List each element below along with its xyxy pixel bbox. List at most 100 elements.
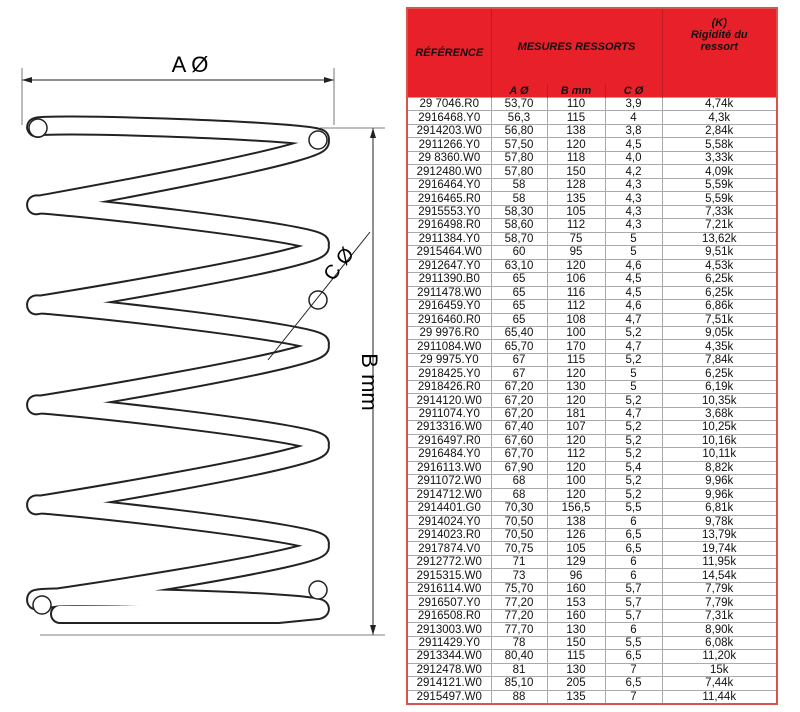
cell-b-length: 95 [546, 245, 606, 260]
cell-a-diameter: 68 [490, 474, 548, 489]
cell-c-diameter: 6,5 [604, 541, 663, 556]
table-row: 2916508.R0 77,20 160 5,7 7,31k [406, 608, 778, 624]
wire-section-circle [308, 130, 328, 150]
cell-reference: 2913316.W0 [406, 420, 492, 435]
cell-a-diameter: 58 [490, 177, 548, 193]
cell-stiffness: 15k [661, 662, 778, 678]
cell-b-length: 130 [546, 379, 606, 395]
cell-a-diameter: 81 [490, 662, 548, 678]
cell-a-diameter: 71 [490, 554, 548, 570]
cell-stiffness: 9,05k [661, 325, 778, 341]
table-row: 2915553.Y0 58,30 105 4,3 7,33k [406, 204, 778, 220]
cell-b-length: 153 [546, 595, 606, 610]
table-row: 2912480.W0 57,80 150 4,2 4,09k [406, 164, 778, 179]
cell-reference: 2915553.Y0 [406, 204, 492, 220]
cell-reference: 2916465.R0 [406, 191, 492, 206]
cell-stiffness: 11,95k [661, 554, 778, 570]
cell-b-length: 120 [546, 258, 606, 274]
spring-coil [26, 115, 330, 624]
cell-a-diameter: 65,70 [490, 339, 548, 354]
cell-b-length: 150 [546, 164, 606, 179]
cell-reference: 2911478.W0 [406, 285, 492, 301]
table-row: 2914401.G0 70,30 156,5 5,5 6,81k [406, 501, 778, 516]
cell-b-length: 105 [546, 204, 606, 220]
cell-a-diameter: 56,3 [490, 110, 548, 125]
cell-a-diameter: 67 [490, 366, 548, 381]
cell-a-diameter: 85,10 [490, 676, 548, 691]
cell-c-diameter: 6 [604, 554, 663, 570]
cell-stiffness: 6,25k [661, 366, 778, 381]
table-row: 2918426.R0 67,20 130 5 6,19k [406, 379, 778, 395]
table-row: 2916114.W0 75,70 160 5,7 7,79k [406, 581, 778, 597]
cell-b-length: 115 [546, 352, 606, 368]
wire-section-circle [308, 290, 328, 310]
cell-reference: 29 9975.Y0 [406, 352, 492, 368]
cell-b-length: 112 [546, 299, 606, 314]
wire-section-circle [308, 580, 328, 600]
cell-reference: 2916113.W0 [406, 460, 492, 476]
cell-stiffness: 6,86k [661, 299, 778, 314]
cell-reference: 2917874.V0 [406, 541, 492, 556]
cell-b-length: 120 [546, 137, 606, 152]
table-row: 2914023.R0 70,50 126 6,5 13,79k [406, 527, 778, 543]
table-row: 2911084.W0 65,70 170 4,7 4,35k [406, 339, 778, 354]
cell-a-diameter: 63,10 [490, 258, 548, 274]
cell-b-length: 120 [546, 393, 606, 408]
cell-b-length: 115 [546, 110, 606, 125]
cell-stiffness: 10,16k [661, 433, 778, 449]
table-row: 2914121.W0 85,10 205 6,5 7,44k [406, 676, 778, 691]
table-row: 2916465.R0 58 135 4,3 5,59k [406, 191, 778, 206]
cell-stiffness: 13,62k [661, 231, 778, 247]
cell-b-length: 110 [546, 96, 606, 112]
cell-reference: 2914023.R0 [406, 527, 492, 543]
cell-stiffness: 2,84k [661, 123, 778, 139]
table-row: 2912478.W0 81 130 7 15k [406, 662, 778, 678]
cell-b-length: 120 [546, 433, 606, 449]
cell-c-diameter: 4,7 [604, 312, 663, 327]
cell-b-length: 106 [546, 272, 606, 287]
cell-c-diameter: 5 [604, 245, 663, 260]
cell-stiffness: 10,11k [661, 447, 778, 462]
cell-b-length: 118 [546, 150, 606, 166]
table-row: 2915315.W0 73 96 6 14,54k [406, 568, 778, 583]
cell-a-diameter: 68 [490, 487, 548, 503]
cell-stiffness: 11,20k [661, 649, 778, 664]
cell-stiffness: 8,90k [661, 622, 778, 637]
cell-b-length: 126 [546, 527, 606, 543]
cell-stiffness: 9,78k [661, 514, 778, 530]
cell-reference: 29 7046.R0 [406, 96, 492, 112]
cell-b-length: 150 [546, 635, 606, 651]
cell-a-diameter: 67,70 [490, 447, 548, 462]
cell-b-length: 108 [546, 312, 606, 327]
cell-a-diameter: 80,40 [490, 649, 548, 664]
spring-spec-table: RÉFÉRENCE MESURES RESSORTS (K) Rigidité … [406, 7, 778, 706]
cell-stiffness: 11,44k [661, 689, 778, 705]
cell-b-length: 205 [546, 676, 606, 691]
cell-stiffness: 5,58k [661, 137, 778, 152]
cell-c-diameter: 6,5 [604, 676, 663, 691]
a-arrow-right [324, 77, 334, 83]
cell-reference: 2916507.Y0 [406, 595, 492, 610]
cell-reference: 2914712.W0 [406, 487, 492, 503]
cell-c-diameter: 4,7 [604, 406, 663, 422]
cell-reference: 2911390.B0 [406, 272, 492, 287]
cell-stiffness: 5,59k [661, 191, 778, 206]
cell-stiffness: 7,79k [661, 581, 778, 597]
table-row: 2913344.W0 80,40 115 6,5 11,20k [406, 649, 778, 664]
table-row: 2911384.Y0 58,70 75 5 13,62k [406, 231, 778, 247]
cell-c-diameter: 5 [604, 231, 663, 247]
header-stiffness-label: Rigidité du ressort [690, 29, 748, 53]
cell-a-diameter: 70,50 [490, 527, 548, 543]
cell-c-diameter: 6 [604, 568, 663, 583]
wire-section-circle [28, 118, 48, 138]
cell-reference: 2914203.W0 [406, 123, 492, 139]
cell-stiffness: 4,53k [661, 258, 778, 274]
table-row: 2916484.Y0 67,70 112 5,2 10,11k [406, 447, 778, 462]
cell-c-diameter: 4,3 [604, 218, 663, 233]
cell-reference: 2912647.Y0 [406, 258, 492, 274]
cell-stiffness: 5,59k [661, 177, 778, 193]
cell-a-diameter: 67,90 [490, 460, 548, 476]
a-arrow-left [22, 77, 32, 83]
cell-stiffness: 6,25k [661, 272, 778, 287]
cell-reference: 2916468.Y0 [406, 110, 492, 125]
